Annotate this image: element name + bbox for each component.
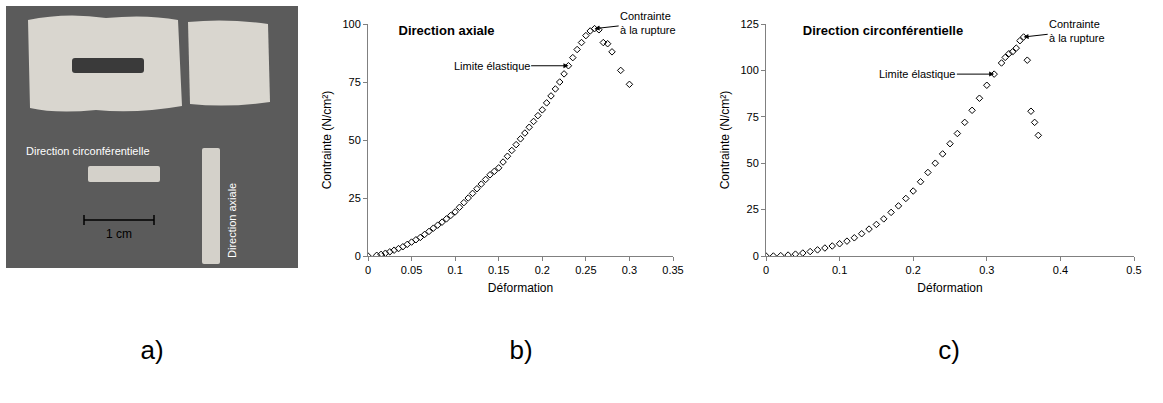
- svg-text:Direction axiale: Direction axiale: [226, 183, 238, 258]
- svg-text:100: 100: [740, 64, 758, 76]
- svg-text:50: 50: [747, 157, 759, 169]
- svg-text:100: 100: [342, 18, 360, 30]
- svg-text:0.05: 0.05: [401, 264, 422, 276]
- svg-text:125: 125: [740, 18, 758, 30]
- svg-text:25: 25: [349, 192, 361, 204]
- svg-text:0.15: 0.15: [488, 264, 509, 276]
- svg-text:Contrainte (N/cm²): Contrainte (N/cm²): [718, 91, 732, 190]
- svg-text:Direction circonférentielle: Direction circonférentielle: [803, 23, 963, 38]
- html-text:c): c): [938, 335, 960, 365]
- svg-text:25: 25: [747, 203, 759, 215]
- svg-text:0.2: 0.2: [535, 264, 550, 276]
- svg-text:Contrainte (N/cm²): Contrainte (N/cm²): [320, 91, 334, 190]
- svg-text:0: 0: [763, 264, 769, 276]
- svg-text:50: 50: [349, 134, 361, 146]
- svg-text:0: 0: [355, 250, 361, 262]
- svg-text:0.1: 0.1: [832, 264, 847, 276]
- svg-text:Direction axiale: Direction axiale: [399, 23, 495, 38]
- svg-text:0.35: 0.35: [662, 264, 683, 276]
- svg-text:0.5: 0.5: [1126, 264, 1141, 276]
- svg-text:0.4: 0.4: [1053, 264, 1068, 276]
- svg-text:Limite élastique: Limite élastique: [879, 68, 955, 80]
- svg-text:Contrainteà la rupture: Contrainteà la rupture: [620, 10, 676, 36]
- svg-text:75: 75: [349, 76, 361, 88]
- html-text:a): a): [140, 335, 164, 365]
- svg-text:0: 0: [753, 250, 759, 262]
- svg-text:0: 0: [365, 264, 371, 276]
- svg-text:0.3: 0.3: [979, 264, 994, 276]
- svg-text:0.1: 0.1: [447, 264, 462, 276]
- svg-text:1 cm: 1 cm: [106, 227, 132, 241]
- svg-text:0.2: 0.2: [906, 264, 921, 276]
- html-text:b): b): [509, 335, 533, 365]
- svg-text:75: 75: [747, 111, 759, 123]
- svg-text:Déformation: Déformation: [917, 281, 982, 295]
- svg-text:Direction circonférentielle: Direction circonférentielle: [26, 145, 150, 157]
- svg-text:Limite élastique: Limite élastique: [454, 60, 530, 72]
- svg-text:0.25: 0.25: [575, 264, 596, 276]
- svg-text:Contrainteà la rupture: Contrainteà la rupture: [1049, 18, 1105, 44]
- svg-text:0.3: 0.3: [622, 264, 637, 276]
- svg-text:Déformation: Déformation: [488, 281, 553, 295]
